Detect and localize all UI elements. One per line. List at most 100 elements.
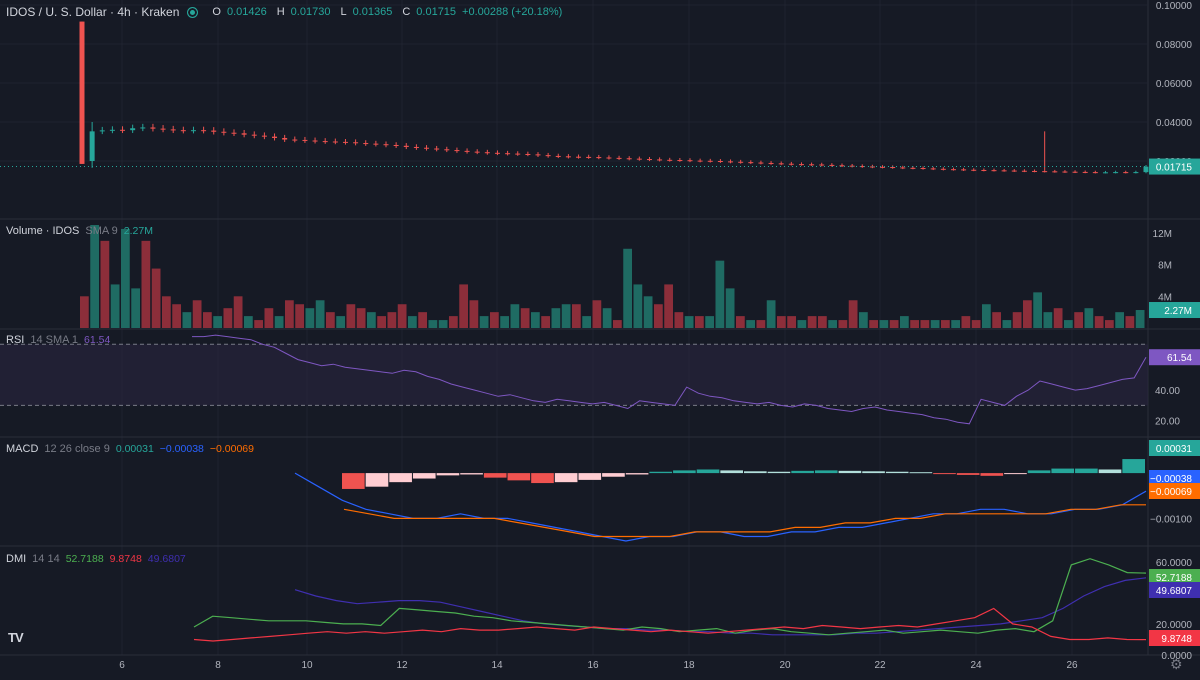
macd-hist-bar	[412, 473, 436, 479]
candle-body	[363, 143, 369, 145]
volume-bar	[971, 320, 981, 328]
minus-di-value: 9.8748	[109, 553, 142, 565]
candle-body	[342, 141, 348, 143]
volume-bar	[541, 316, 550, 328]
rsi-tick-label: 40.00	[1155, 386, 1180, 397]
price-tick-label: 0.04000	[1156, 118, 1193, 129]
low-key: L	[340, 6, 347, 18]
candle-body	[626, 158, 632, 160]
volume-bar	[684, 316, 694, 328]
candle-body	[292, 139, 298, 141]
candle-body	[120, 129, 126, 131]
volume-bar	[695, 316, 704, 328]
candle-body	[413, 146, 419, 148]
macd-hist-bar	[696, 469, 720, 474]
rsi-params: 14 SMA 1	[30, 334, 79, 346]
candle-body	[150, 127, 156, 129]
time-tick-label: 20	[779, 660, 791, 671]
visibility-eye-icon[interactable]	[187, 6, 199, 18]
dmi-tick-label: 0.0000	[1161, 651, 1192, 662]
candle-body	[646, 159, 652, 161]
macd-hist-bar	[673, 470, 696, 474]
candle-body	[89, 131, 95, 161]
macd-label[interactable]: MACD	[6, 443, 39, 455]
macd-hist-bar	[956, 473, 980, 475]
candle-body	[697, 160, 703, 162]
volume-bar	[418, 312, 427, 328]
candle-body	[272, 136, 278, 138]
volume-bar	[992, 312, 1001, 328]
candle-body	[1072, 171, 1078, 173]
candle-body	[940, 168, 946, 170]
volume-bar	[1084, 308, 1094, 328]
high-value: 0.01730	[290, 6, 331, 18]
dmi-params: 14 14	[32, 553, 60, 565]
candle-body	[474, 151, 480, 153]
candle-body	[900, 167, 906, 169]
volume-bar	[889, 320, 899, 328]
time-tick-label: 8	[215, 660, 221, 671]
candle-body	[545, 155, 551, 157]
volume-bar	[438, 320, 448, 328]
rsi-label[interactable]: RSI	[6, 334, 25, 346]
candle-body	[920, 168, 926, 170]
candle-body	[231, 132, 237, 134]
volume-bar	[254, 320, 263, 328]
candle-body	[525, 153, 531, 155]
macd-hist-bar	[1051, 468, 1075, 474]
candle-body	[1052, 171, 1058, 173]
volume-bar	[274, 316, 284, 328]
dmi-label[interactable]: DMI	[6, 553, 27, 565]
settings-gear-icon[interactable]: ⚙	[1170, 656, 1183, 672]
rsi-value: 61.54	[84, 334, 111, 346]
volume-bar	[1053, 308, 1063, 328]
rsi-band	[0, 344, 1148, 406]
volume-label[interactable]: Volume · IDOS	[6, 225, 80, 237]
volume-bar	[295, 304, 304, 328]
macd-tick-label: −0.00100	[1150, 514, 1192, 525]
volume-bar	[172, 304, 181, 328]
candle-body	[707, 160, 713, 162]
tradingview-logo-icon[interactable]: TV	[8, 630, 24, 645]
macd-hist-bar	[1098, 469, 1122, 474]
volume-bar	[1012, 312, 1022, 328]
candle-body	[687, 160, 693, 162]
candle-body	[1082, 171, 1088, 173]
rsi-last-label: 61.54	[1167, 353, 1192, 364]
macd-hist-bar	[436, 473, 460, 476]
volume-bar	[213, 316, 222, 328]
macd-hist-bar	[838, 470, 862, 474]
candle-body	[616, 157, 622, 159]
candle-body	[1021, 170, 1027, 172]
candle-body	[565, 156, 571, 158]
candle-body	[778, 163, 784, 165]
volume-bar	[561, 304, 571, 328]
candle-body	[1123, 172, 1129, 174]
candle-body	[373, 143, 379, 145]
price-tick-label: 0.10000	[1156, 1, 1193, 12]
plus-di-value: 52.7188	[65, 553, 104, 565]
candle-body	[809, 164, 815, 166]
volume-bar	[664, 284, 673, 328]
rsi-tick-label: 20.00	[1155, 417, 1180, 428]
volume-bar	[900, 316, 909, 328]
price-tick-label: 0.06000	[1156, 79, 1193, 90]
close-value: 0.01715	[416, 6, 457, 18]
candle-body	[109, 129, 115, 131]
volume-bar	[910, 320, 919, 328]
time-tick-label: 6	[119, 660, 125, 671]
macd-signal-line	[343, 504, 1146, 538]
symbol-title[interactable]: IDOS / U. S. Dollar · 4h · Kraken	[6, 5, 180, 19]
candle-body	[322, 141, 328, 143]
volume-bar	[141, 240, 151, 328]
candle-body	[1062, 171, 1068, 173]
volume-bar	[1115, 312, 1124, 328]
volume-bar	[1023, 300, 1032, 328]
volume-bar	[592, 300, 602, 328]
candle-body	[403, 145, 409, 147]
volume-bar	[490, 312, 499, 328]
volume-bar	[285, 300, 294, 328]
volume-value: 2.27M	[123, 225, 153, 237]
volume-bar	[346, 304, 356, 328]
